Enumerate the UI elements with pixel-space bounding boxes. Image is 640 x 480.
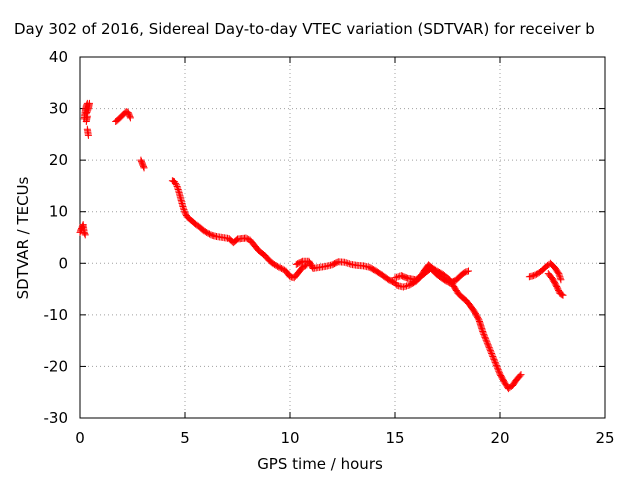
data-point xyxy=(493,363,501,371)
data-point xyxy=(180,206,188,214)
x-tick-label: 20 xyxy=(490,429,509,447)
data-point xyxy=(297,258,305,266)
y-tick-label: 40 xyxy=(49,48,68,66)
data-point xyxy=(495,367,503,375)
y-tick-label: -20 xyxy=(44,357,69,375)
data-point xyxy=(173,182,181,190)
data-point xyxy=(179,203,187,211)
data-point xyxy=(491,358,499,366)
data-point xyxy=(126,114,134,122)
data-point xyxy=(483,339,491,347)
plot-frame xyxy=(79,56,606,419)
x-tick-label: 0 xyxy=(75,429,85,447)
data-point xyxy=(345,260,353,268)
y-tick-label: 10 xyxy=(49,203,68,221)
y-tick-label: 20 xyxy=(49,151,68,169)
data-point xyxy=(463,268,471,276)
y-tick-label: 0 xyxy=(58,254,68,272)
data-point xyxy=(482,335,490,343)
data-point xyxy=(404,281,412,289)
x-tick-label: 25 xyxy=(595,429,614,447)
x-tick-label: 5 xyxy=(180,429,190,447)
x-tick-label: 10 xyxy=(280,429,299,447)
data-point xyxy=(85,99,93,107)
data-point xyxy=(555,270,563,278)
data-point xyxy=(491,357,499,365)
data-point xyxy=(401,282,409,290)
data-point xyxy=(344,259,352,267)
data-point xyxy=(84,131,92,139)
data-point xyxy=(557,276,565,284)
data-point xyxy=(483,338,491,346)
data-point xyxy=(516,372,524,380)
data-point xyxy=(489,352,497,360)
data-point xyxy=(81,230,89,238)
data-point xyxy=(488,350,496,358)
x-axis-label: GPS time / hours xyxy=(257,455,383,473)
data-point xyxy=(174,186,182,194)
data-point xyxy=(140,163,148,171)
data-point xyxy=(481,333,489,341)
data-point xyxy=(494,366,502,374)
data-point xyxy=(174,184,182,192)
data-point xyxy=(342,259,350,267)
data-point xyxy=(126,113,134,121)
data-point xyxy=(490,355,498,363)
data-point xyxy=(559,291,567,299)
data-point xyxy=(180,207,188,215)
data-point xyxy=(485,342,493,350)
y-tick-label: 30 xyxy=(49,100,68,118)
data-point xyxy=(492,360,500,368)
data-point xyxy=(556,274,564,282)
chart-title: Day 302 of 2016, Sidereal Day-to-day VTE… xyxy=(14,20,595,38)
y-tick-label: -10 xyxy=(44,306,69,324)
data-point xyxy=(341,258,349,266)
data-point xyxy=(486,345,494,353)
data-point xyxy=(555,271,563,279)
data-point xyxy=(173,181,181,189)
data-point xyxy=(484,341,492,349)
data-point xyxy=(492,361,500,369)
data-point xyxy=(81,231,89,239)
y-axis-label: SDTVAR / TECUs xyxy=(14,176,32,300)
data-point xyxy=(556,273,564,281)
data-point xyxy=(489,354,497,362)
data-point xyxy=(487,348,495,356)
data-point xyxy=(179,204,187,212)
data-point xyxy=(480,332,488,340)
data-point xyxy=(480,330,488,338)
grid-lines xyxy=(80,57,605,418)
data-point xyxy=(486,347,494,355)
data-point xyxy=(479,329,487,337)
data-point xyxy=(485,344,493,352)
data-point xyxy=(403,282,411,290)
y-tick-label: -30 xyxy=(44,409,69,427)
data-point xyxy=(465,267,472,275)
data-point xyxy=(393,273,401,281)
data-point xyxy=(494,364,502,372)
data-point xyxy=(391,274,399,282)
data-point xyxy=(399,283,407,291)
data-point xyxy=(517,371,525,379)
data-point xyxy=(558,291,566,299)
x-tick-label: 15 xyxy=(385,429,404,447)
data-points xyxy=(76,99,567,393)
data-point xyxy=(488,351,496,359)
data-point xyxy=(140,164,148,172)
axis-ticks: 0 5 10 15 20 25 40 30 20 10 0 -10 -20 -30 xyxy=(44,48,615,447)
data-point xyxy=(172,179,180,187)
data-point xyxy=(482,336,490,344)
